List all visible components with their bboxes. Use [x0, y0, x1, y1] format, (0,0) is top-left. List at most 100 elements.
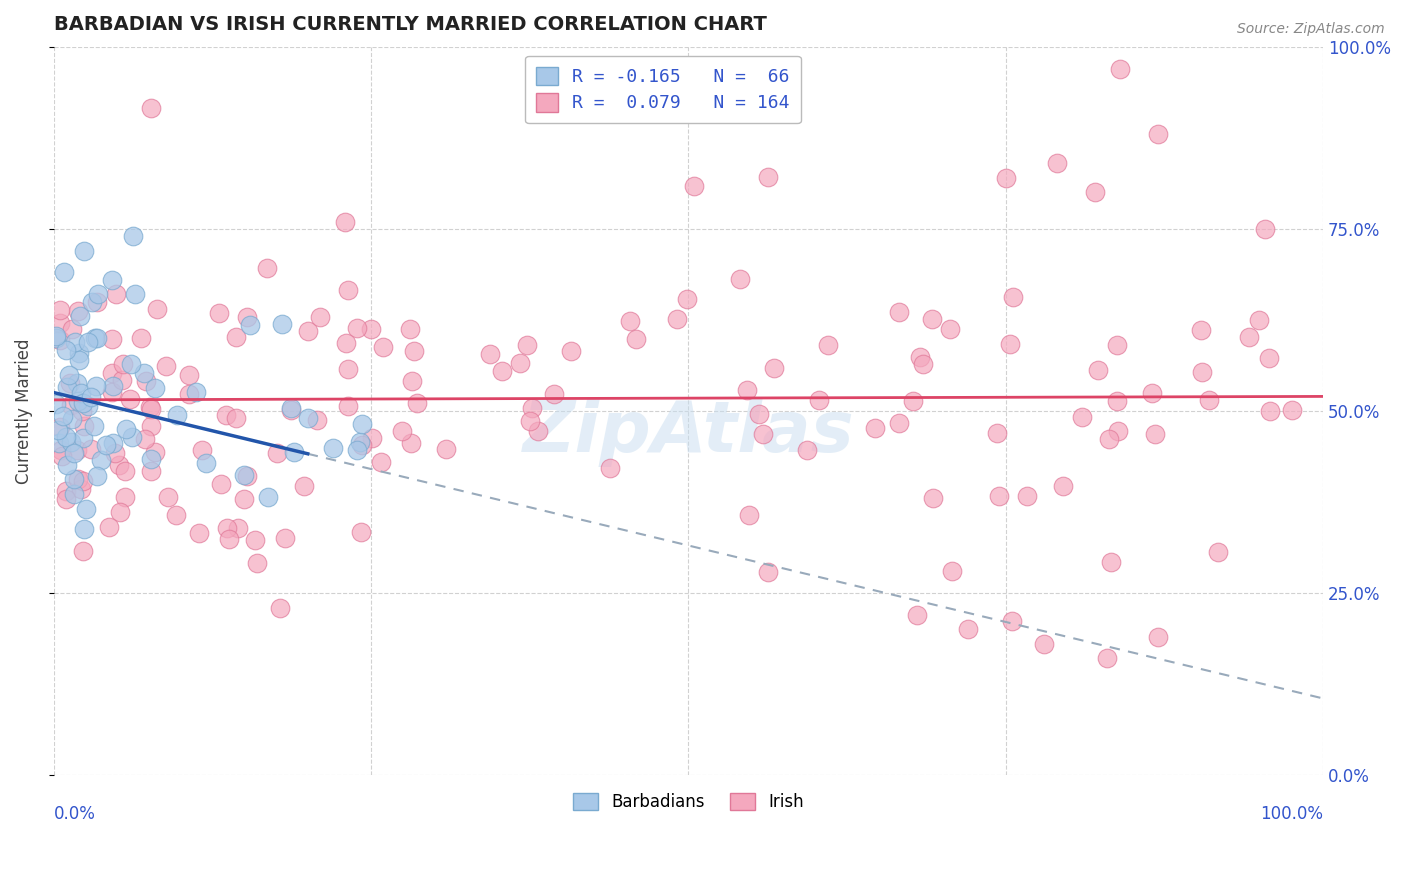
Point [87, 287, 110, 301]
Point [80, 442, 103, 456]
Point [1198, 393, 1220, 408]
Point [139, 401, 162, 415]
Point [1107, 338, 1129, 352]
Point [146, 301, 169, 316]
Point [55, 343, 77, 357]
Point [49, 316, 72, 330]
Point [1001, 614, 1024, 628]
Point [1208, 545, 1230, 559]
Point [399, 435, 422, 450]
Point [619, 313, 641, 327]
Point [111, 373, 134, 387]
Point [69, 386, 91, 401]
Point [665, 312, 688, 326]
Point [165, 508, 187, 522]
Point [905, 607, 928, 622]
Point [101, 332, 124, 346]
Point [56, 380, 79, 394]
Point [349, 525, 371, 540]
Point [1098, 432, 1121, 446]
Point [62, 446, 84, 460]
Point [86, 468, 108, 483]
Point [45, 329, 67, 343]
Point [371, 340, 394, 354]
Point [756, 565, 779, 579]
Point [225, 330, 247, 344]
Point [956, 622, 979, 636]
Text: 100.0%: 100.0% [1260, 805, 1323, 823]
Point [101, 435, 124, 450]
Point [218, 532, 240, 546]
Point [266, 446, 288, 460]
Point [1097, 651, 1119, 665]
Point [401, 374, 423, 388]
Point [391, 424, 413, 438]
Point [49, 302, 72, 317]
Point [72, 395, 94, 409]
Point [135, 374, 157, 388]
Point [72, 543, 94, 558]
Point [1189, 323, 1212, 337]
Point [280, 402, 302, 417]
Point [58, 368, 80, 382]
Point [166, 408, 188, 422]
Point [1258, 404, 1281, 418]
Point [70, 482, 93, 496]
Point [807, 392, 830, 407]
Text: Source: ZipAtlas.com: Source: ZipAtlas.com [1237, 22, 1385, 37]
Point [509, 355, 531, 369]
Point [297, 324, 319, 338]
Point [337, 361, 360, 376]
Point [46, 423, 69, 437]
Point [49, 333, 72, 347]
Point [86, 331, 108, 345]
Point [361, 431, 384, 445]
Point [337, 399, 360, 413]
Point [104, 446, 127, 460]
Point [1087, 363, 1109, 377]
Text: ZipAtlas: ZipAtlas [523, 398, 855, 467]
Point [922, 491, 945, 506]
Point [226, 521, 249, 535]
Point [101, 384, 124, 399]
Point [52, 409, 75, 424]
Point [60, 398, 83, 412]
Point [676, 292, 699, 306]
Point [60, 412, 83, 426]
Point [737, 508, 759, 522]
Point [69, 309, 91, 323]
Point [177, 368, 200, 383]
Point [124, 286, 146, 301]
Point [912, 357, 935, 371]
Point [763, 361, 786, 376]
Point [1084, 186, 1107, 200]
Point [67, 345, 90, 359]
Point [66, 376, 89, 390]
Point [48, 435, 70, 450]
Point [491, 364, 513, 378]
Point [66, 304, 89, 318]
Point [1249, 313, 1271, 327]
Point [1191, 364, 1213, 378]
Point [225, 411, 247, 425]
Point [94, 438, 117, 452]
Point [516, 337, 538, 351]
Point [370, 455, 392, 469]
Point [1143, 426, 1166, 441]
Point [346, 320, 368, 334]
Point [72, 431, 94, 445]
Point [1253, 221, 1275, 235]
Point [520, 401, 543, 416]
Point [352, 438, 374, 452]
Point [235, 468, 257, 483]
Point [155, 359, 177, 373]
Point [1281, 402, 1303, 417]
Point [404, 344, 426, 359]
Point [139, 101, 162, 115]
Point [72, 474, 94, 488]
Point [55, 458, 77, 472]
Point [45, 331, 67, 345]
Point [986, 426, 1008, 441]
Point [865, 421, 887, 435]
Point [67, 352, 90, 367]
